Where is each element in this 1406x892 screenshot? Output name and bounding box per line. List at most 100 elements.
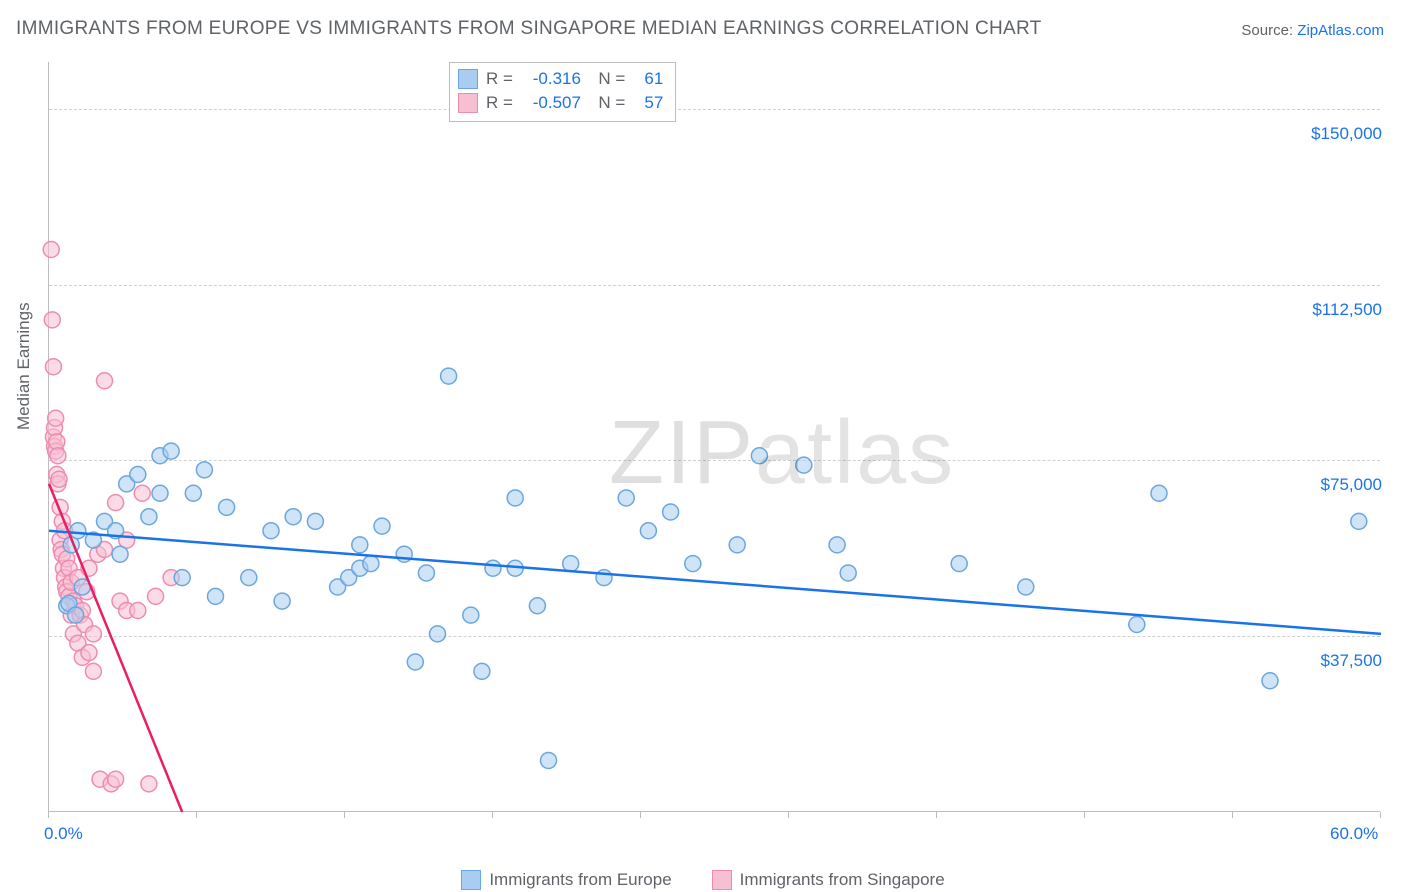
legend-label-europe: Immigrants from Europe (489, 870, 671, 890)
data-point (174, 570, 190, 586)
data-point (829, 537, 845, 553)
correlation-legend: R = -0.316 N = 61 R = -0.507 N = 57 (449, 62, 676, 122)
data-point (81, 645, 97, 661)
data-point (163, 443, 179, 459)
data-point (596, 570, 612, 586)
r-label: R = (486, 69, 513, 89)
data-point (219, 499, 235, 515)
data-point (148, 588, 164, 604)
swatch-singapore (458, 93, 478, 113)
data-point (85, 663, 101, 679)
data-point (134, 485, 150, 501)
data-point (208, 588, 224, 604)
swatch-singapore (712, 870, 732, 890)
data-point (43, 242, 59, 258)
data-point (463, 607, 479, 623)
bottom-legend: Immigrants from Europe Immigrants from S… (0, 870, 1406, 890)
data-point (274, 593, 290, 609)
data-point (1151, 485, 1167, 501)
data-point (407, 654, 423, 670)
r-value-europe: -0.316 (521, 69, 581, 89)
xaxis-label: 0.0% (44, 824, 83, 844)
data-point (44, 312, 60, 328)
n-value-europe: 61 (633, 69, 663, 89)
data-point (430, 626, 446, 642)
data-point (85, 626, 101, 642)
data-point (441, 368, 457, 384)
data-point (263, 523, 279, 539)
data-point (951, 556, 967, 572)
data-point (141, 509, 157, 525)
xtick (1084, 812, 1085, 818)
data-point (152, 485, 168, 501)
xtick (1380, 812, 1381, 818)
data-point (363, 556, 379, 572)
data-point (474, 663, 490, 679)
xtick (1232, 812, 1233, 818)
data-point (729, 537, 745, 553)
data-point (840, 565, 856, 581)
data-point (1351, 513, 1367, 529)
data-point (1262, 673, 1278, 689)
r-label: R = (486, 93, 513, 113)
n-label: N = (589, 69, 625, 89)
data-point (685, 556, 701, 572)
data-point (48, 410, 64, 426)
data-point (130, 467, 146, 483)
n-label: N = (589, 93, 625, 113)
xtick (936, 812, 937, 818)
data-point (563, 556, 579, 572)
data-point (751, 448, 767, 464)
scatter-plot-svg (49, 62, 1381, 812)
source-label: Source: (1241, 22, 1297, 39)
n-value-singapore: 57 (633, 93, 663, 113)
source-attribution: Source: ZipAtlas.com (1241, 22, 1384, 39)
data-point (108, 495, 124, 511)
data-point (112, 546, 128, 562)
data-point (285, 509, 301, 525)
xtick (48, 812, 49, 818)
data-point (68, 607, 84, 623)
data-point (97, 373, 113, 389)
data-point (307, 513, 323, 529)
data-point (640, 523, 656, 539)
bottom-legend-singapore: Immigrants from Singapore (712, 870, 945, 890)
data-point (185, 485, 201, 501)
swatch-europe (458, 69, 478, 89)
legend-row-europe: R = -0.316 N = 61 (458, 67, 663, 91)
data-point (507, 490, 523, 506)
chart-area: $37,500$75,000$112,500$150,000 ZIPatlas … (48, 62, 1380, 812)
data-point (51, 471, 67, 487)
r-value-singapore: -0.507 (521, 93, 581, 113)
data-point (45, 359, 61, 375)
yaxis-title: Median Earnings (14, 302, 34, 430)
data-point (108, 771, 124, 787)
data-point (50, 448, 66, 464)
data-point (418, 565, 434, 581)
data-point (485, 560, 501, 576)
data-point (1129, 617, 1145, 633)
plot-frame: $37,500$75,000$112,500$150,000 ZIPatlas … (48, 62, 1380, 812)
data-point (541, 752, 557, 768)
data-point (374, 518, 390, 534)
swatch-europe (461, 870, 481, 890)
data-point (70, 523, 86, 539)
data-point (1018, 579, 1034, 595)
data-point (141, 776, 157, 792)
data-point (196, 462, 212, 478)
xtick (788, 812, 789, 818)
source-link[interactable]: ZipAtlas.com (1297, 22, 1384, 39)
chart-title: IMMIGRANTS FROM EUROPE VS IMMIGRANTS FRO… (16, 18, 1042, 40)
xtick (640, 812, 641, 818)
xaxis-label: 60.0% (1330, 824, 1378, 844)
xtick (492, 812, 493, 818)
xtick (196, 812, 197, 818)
legend-label-singapore: Immigrants from Singapore (740, 870, 945, 890)
data-point (130, 602, 146, 618)
data-point (529, 598, 545, 614)
data-point (352, 537, 368, 553)
data-point (241, 570, 257, 586)
data-point (796, 457, 812, 473)
data-point (663, 504, 679, 520)
bottom-legend-europe: Immigrants from Europe (461, 870, 671, 890)
